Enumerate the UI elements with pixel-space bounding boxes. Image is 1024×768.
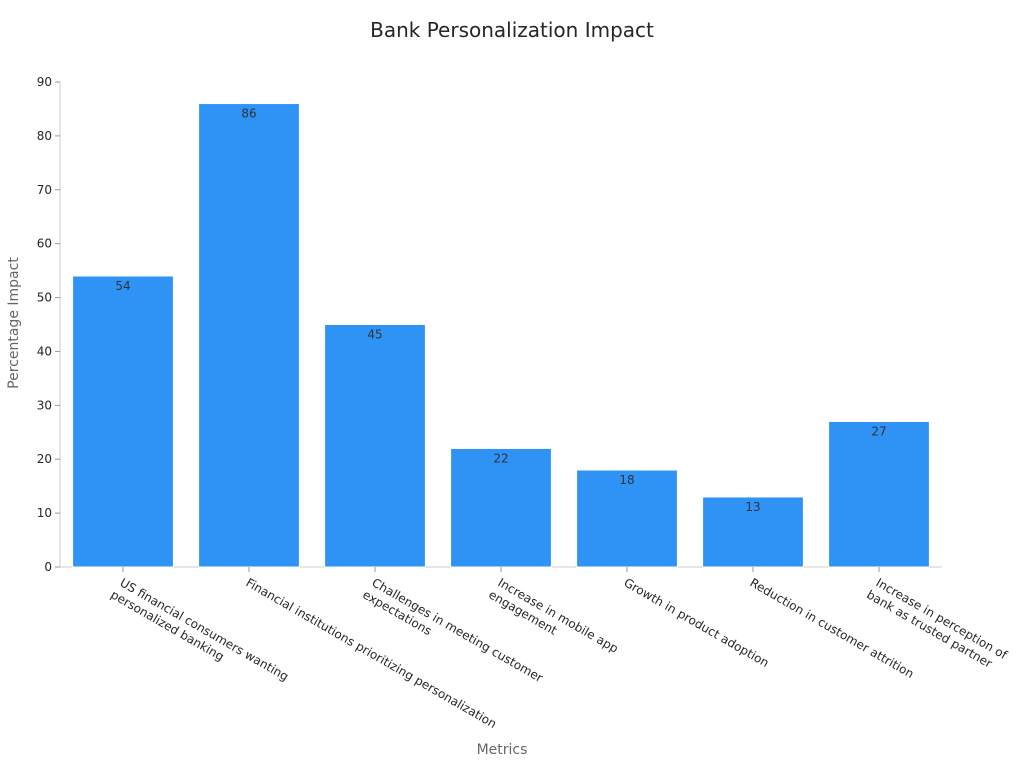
bar-value-label: 54	[115, 279, 130, 293]
bar-value-label: 86	[241, 107, 256, 121]
bar-value-label: 22	[493, 451, 508, 465]
chart-title: Bank Personalization Impact	[370, 18, 654, 42]
y-tick-label: 90	[37, 75, 52, 89]
x-tick-label-line: Increase in perception of	[874, 575, 1011, 662]
y-tick-label: 0	[44, 560, 52, 574]
bar-value-label: 13	[745, 500, 760, 514]
bar	[72, 275, 174, 568]
y-tick-label: 60	[37, 237, 52, 251]
bar	[702, 496, 804, 568]
bar	[198, 103, 300, 568]
bar	[324, 324, 426, 568]
bar-value-label: 18	[619, 473, 634, 487]
y-tick-label: 10	[37, 506, 52, 520]
bar-value-label: 27	[871, 425, 886, 439]
x-tick-label-line: Growth in product adoption	[622, 575, 772, 670]
bar	[576, 469, 678, 568]
bar	[450, 447, 552, 568]
y-tick-label: 20	[37, 452, 52, 466]
bar	[828, 421, 930, 568]
y-tick-label: 50	[37, 291, 52, 305]
bar-value-label: 45	[367, 328, 382, 342]
y-tick-label: 40	[37, 344, 52, 358]
x-tick-label: Growth in product adoption	[622, 575, 772, 670]
y-tick-label: 80	[37, 129, 52, 143]
y-tick-label: 30	[37, 398, 52, 412]
y-tick-label: 70	[37, 183, 52, 197]
x-axis-label: Metrics	[476, 742, 528, 758]
